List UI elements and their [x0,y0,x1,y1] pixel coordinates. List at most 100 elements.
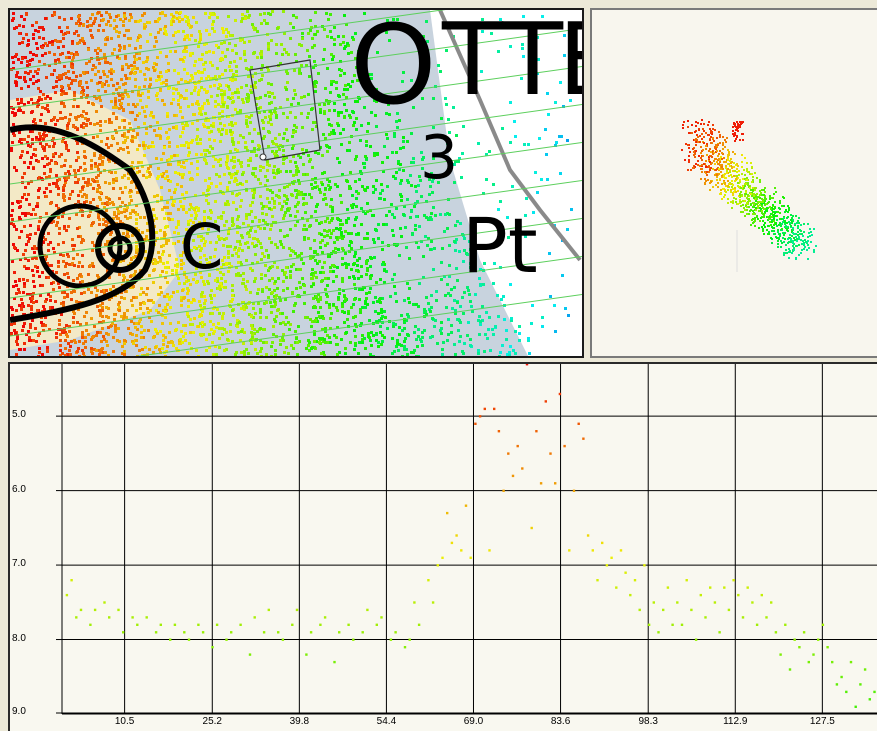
profile-point [305,653,308,656]
profile-point [835,683,839,686]
profile-point [723,586,726,589]
profile-point [633,579,637,582]
profile-point [159,623,162,626]
profile-point [267,608,270,612]
profile-point [93,608,97,612]
profile-point [521,467,524,470]
profile-point [652,601,655,604]
profile-point [812,653,815,656]
profile-point [563,444,566,448]
profile-point [408,638,411,641]
profile-point [713,601,717,604]
profile-point [187,638,191,641]
point-cloud-canvas[interactable] [592,10,877,358]
profile-point [122,631,125,634]
profile-point [169,638,172,641]
profile-point [183,631,186,634]
profile-point [309,631,313,634]
profile-point [239,623,242,626]
profile-point [826,646,829,649]
point-cloud-preview[interactable] [590,8,877,358]
profile-point [746,586,749,589]
profile-point [352,638,355,641]
profile-point [525,364,529,366]
profile-point [784,623,787,626]
profile-point [117,608,120,612]
profile-point [295,608,299,612]
profile-point [225,638,228,641]
profile-point [647,623,651,626]
profile-point [685,579,688,582]
profile-point [699,593,702,597]
profile-point [535,430,538,433]
profile-point [624,571,627,574]
profile-point [375,623,378,626]
profile-point [544,400,547,403]
profile-point [511,474,515,478]
profile-point [89,623,92,626]
profile-point [262,631,266,634]
profile-point [854,705,857,708]
profile-point [70,579,73,582]
x-tick-label: 83.6 [550,716,571,727]
profile-point [704,616,707,619]
profile-point [802,631,806,634]
profile-point [793,638,796,641]
profile-point [601,541,604,545]
profile-point [671,623,674,626]
profile-point [765,616,768,619]
profile-point [464,504,468,507]
profile-point [539,482,543,485]
chart-letter-o: O [350,8,437,129]
profile-point [868,698,871,701]
profile-point [455,534,458,537]
profile-point [554,482,557,485]
map-canvas[interactable] [10,10,584,358]
y-tick-label: 8.0 [12,632,26,644]
x-tick-label: 39.8 [289,716,310,727]
profile-point [586,534,590,537]
profile-point [690,608,693,612]
profile-point [427,579,430,582]
chart-letter-t1: T [442,8,504,118]
profile-point [760,593,763,597]
profile-point [497,430,501,433]
map-view[interactable]: O T T E Pt C 3 [8,8,584,358]
profile-point [478,415,482,418]
chart-letter-t2: T [502,8,564,118]
profile-point [281,638,285,641]
profile-point [215,623,219,626]
profile-point [394,631,397,634]
profile-point [821,623,825,626]
depth-profile-chart[interactable]: 5.0 6.0 7.0 8.0 9.0 10.5 25.2 39.8 54.4 69.0 83.6… [8,362,877,731]
profile-point [676,601,679,604]
x-tick-label: 98.3 [638,716,658,727]
x-tick-label: 10.5 [114,716,135,727]
x-tick-label: 54.4 [376,716,397,727]
profile-point [643,564,646,567]
profile-point [108,616,111,619]
profile-point [849,660,853,664]
profile-point [732,579,735,582]
x-tick-label: 112.9 [723,716,748,727]
profile-point [197,623,200,626]
profile-point [201,631,205,634]
profile-point [230,631,233,634]
y-tick-label: 5.0 [12,409,26,421]
profile-point [361,631,364,634]
profile-point [788,668,792,671]
profile-point [319,623,322,626]
y-tick-label: 7.0 [12,558,26,570]
profile-point [605,564,609,567]
profile-point [779,653,782,656]
profile-point [389,638,393,641]
profile-point [774,631,778,634]
profile-point [737,593,740,597]
profile-point [596,579,599,582]
profile-point [680,623,684,626]
profile-point [347,623,350,626]
profile-point [277,631,280,634]
profile-point [770,601,773,604]
profile-plot-area[interactable] [10,364,877,731]
profile-point [558,392,562,396]
